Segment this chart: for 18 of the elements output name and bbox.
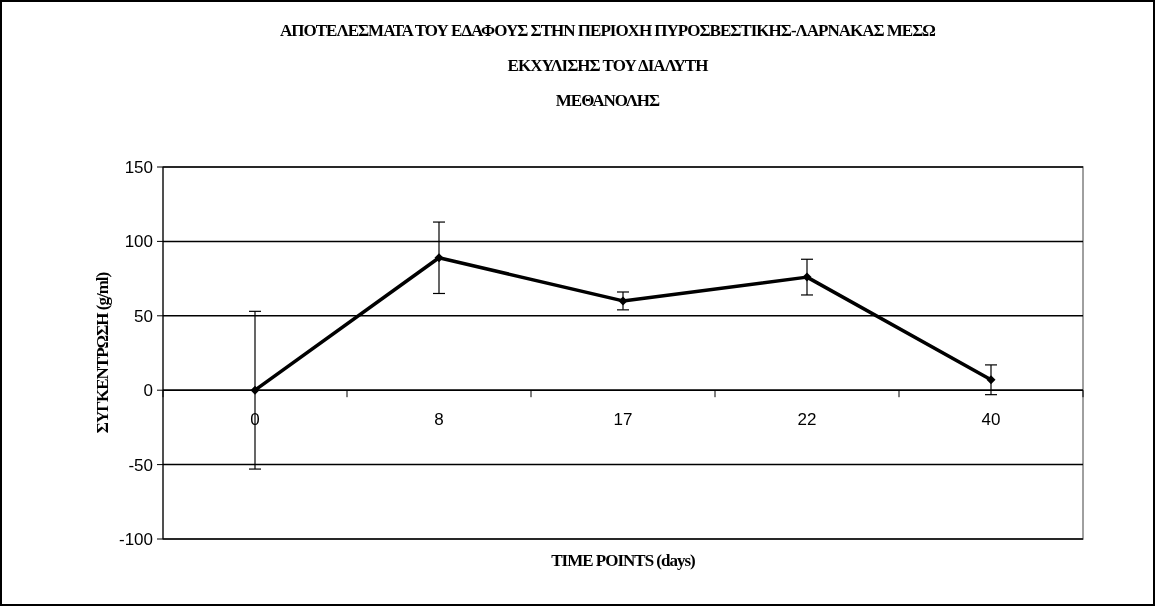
- y-tick-label: 100: [124, 232, 153, 252]
- y-tick-label: -50: [128, 455, 153, 475]
- x-tick-label: 22: [797, 410, 817, 430]
- x-tick-label: 8: [434, 410, 444, 430]
- point: [986, 375, 996, 385]
- x-tick-label: 40: [981, 410, 1001, 430]
- y-axis-title: ΣΥΓΚΕΝΤΡΩΣΗ (g/ml): [93, 272, 112, 434]
- point: [802, 272, 812, 282]
- point: [250, 385, 260, 395]
- point: [434, 253, 444, 263]
- y-tick-label: 150: [124, 157, 153, 177]
- x-axis-title: TIME POINTS (days): [551, 551, 696, 570]
- y-tick-label: 0: [143, 381, 153, 401]
- y-tick-label: 50: [134, 306, 153, 326]
- x-tick-label: 17: [613, 410, 633, 430]
- point: [618, 296, 628, 306]
- chart-title: ΑΠΟΤΕΛΕΣΜΑΤΑ ΤΟΥ ΕΔΑΦΟΥΣ ΣΤΗΝ ΠΕΡΙΟΧΗ ΠΥΡΟΣΒΕΣΤΙΚΗΣ-ΛΑΡΝΑΚΑΣ ΜΕΣΩ ΕΚΧΥΛΙΣΗΣ ΤΟΥ ΔΙΑΛΥΤΗ ΜΕΘΑΝΟΛΗΣ: [280, 21, 936, 110]
- y-tick-label: -100: [118, 529, 153, 549]
